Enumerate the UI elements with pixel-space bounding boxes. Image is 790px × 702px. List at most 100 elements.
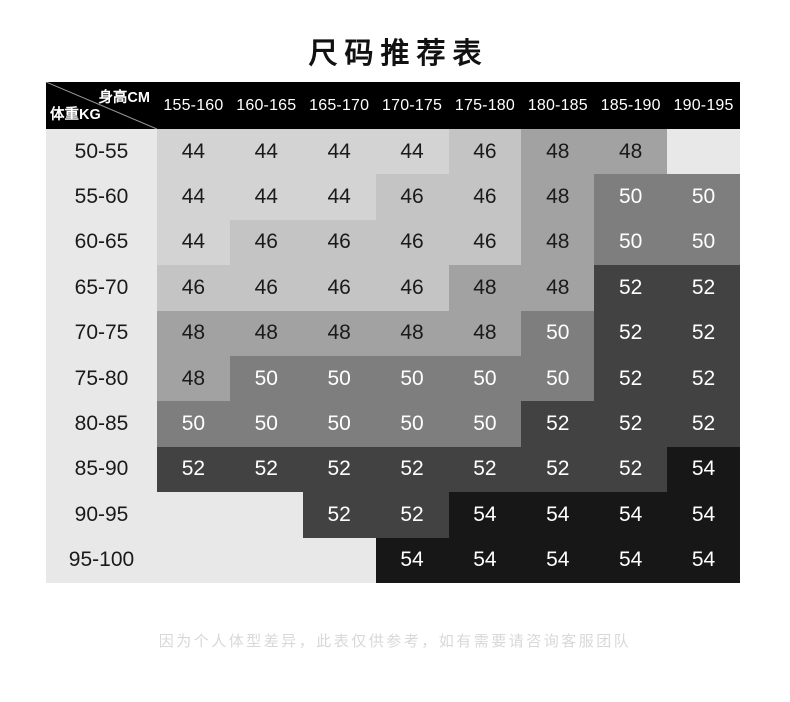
size-cell: 54 — [667, 537, 740, 583]
table-row: 75-80 48 50 50 50 50 50 52 52 — [46, 355, 740, 402]
size-cell: 48 — [521, 219, 595, 266]
empty-cell — [229, 492, 303, 538]
row-label: 85-90 — [46, 446, 157, 493]
size-cell: 52 — [157, 446, 230, 493]
size-cell: 44 — [302, 129, 376, 175]
size-cell: 52 — [521, 401, 595, 447]
row-label: 65-70 — [46, 265, 157, 311]
table-row: 90-95 52 52 54 54 54 54 — [46, 492, 740, 538]
size-cell: 50 — [229, 355, 303, 402]
size-cell: 54 — [667, 492, 740, 538]
size-cell: 54 — [594, 492, 668, 538]
corner-cell: 身高CM 体重KG — [46, 82, 157, 129]
size-cell: 52 — [521, 446, 595, 493]
size-cell: 50 — [229, 401, 303, 447]
size-cell: 48 — [521, 174, 595, 220]
size-cell: 52 — [594, 265, 668, 311]
size-cell: 52 — [375, 492, 449, 538]
size-cell: 52 — [667, 401, 740, 447]
size-cell: 54 — [521, 492, 595, 538]
size-cell: 44 — [229, 129, 303, 175]
size-cell: 52 — [302, 446, 376, 493]
size-cell: 48 — [375, 310, 449, 356]
size-cell: 50 — [667, 174, 740, 220]
size-cell: 52 — [375, 446, 449, 493]
size-cell: 48 — [594, 129, 668, 175]
size-cell: 52 — [229, 446, 303, 493]
size-cell: 48 — [448, 265, 522, 311]
size-cell: 50 — [302, 401, 376, 447]
page-title: 尺码推荐表 — [308, 38, 489, 70]
corner-weight-label: 体重KG — [50, 107, 101, 123]
size-cell: 54 — [594, 537, 668, 583]
size-cell: 52 — [594, 401, 668, 447]
column-header: 155-160 — [163, 96, 224, 114]
size-cell: 46 — [375, 219, 449, 266]
row-label: 75-80 — [46, 355, 157, 402]
column-header: 175-180 — [454, 96, 515, 114]
size-cell: 54 — [375, 537, 449, 583]
size-cell: 52 — [594, 355, 668, 402]
size-cell: 50 — [375, 355, 449, 402]
size-cell: 50 — [302, 355, 376, 402]
empty-cell — [157, 492, 230, 538]
column-header: 190-195 — [673, 96, 734, 114]
size-cell: 54 — [448, 492, 522, 538]
column-header: 160-165 — [236, 96, 297, 114]
table-row: 55-60 44 44 44 46 46 48 50 50 — [46, 174, 740, 220]
size-cell: 52 — [594, 310, 668, 356]
size-cell: 54 — [448, 537, 522, 583]
column-header: 170-175 — [382, 96, 443, 114]
empty-cell — [302, 537, 376, 583]
row-label: 90-95 — [46, 492, 157, 538]
column-header: 180-185 — [527, 96, 588, 114]
size-cell: 46 — [302, 265, 376, 311]
size-cell: 46 — [229, 219, 303, 266]
size-table: 身高CM 体重KG 155-160 160-165 165-170 170-175 17… — [46, 82, 740, 583]
size-cell: 46 — [375, 265, 449, 311]
row-label: 55-60 — [46, 174, 157, 220]
row-label: 70-75 — [46, 310, 157, 356]
size-cell: 50 — [448, 401, 522, 447]
column-header: 165-170 — [309, 96, 370, 114]
corner-height-label: 身高CM — [98, 90, 150, 106]
size-cell: 52 — [448, 446, 522, 493]
column-header: 185-190 — [600, 96, 661, 114]
table-body: 50-55 44 44 44 44 46 48 48 55-60 44 44 44 46 46 48 50 50… — [46, 129, 740, 583]
size-cell: 50 — [448, 355, 522, 402]
empty-cell — [157, 537, 230, 583]
size-cell: 46 — [448, 129, 522, 175]
empty-cell — [229, 537, 303, 583]
table-row: 80-85 50 50 50 50 50 52 52 52 — [46, 401, 740, 447]
size-cell: 48 — [157, 310, 230, 356]
size-cell: 44 — [229, 174, 303, 220]
size-cell: 46 — [157, 265, 230, 311]
row-label: 95-100 — [46, 537, 157, 583]
table-row: 95-100 54 54 54 54 54 — [46, 537, 740, 583]
size-cell: 44 — [302, 174, 376, 220]
row-label: 60-65 — [46, 219, 157, 266]
size-cell: 52 — [594, 446, 668, 493]
table-row: 50-55 44 44 44 44 46 48 48 — [46, 129, 740, 175]
empty-cell — [667, 129, 740, 175]
size-cell: 46 — [302, 219, 376, 266]
size-cell: 46 — [448, 174, 522, 220]
size-cell: 48 — [448, 310, 522, 356]
size-cell: 44 — [375, 129, 449, 175]
table-header-row: 身高CM 体重KG 155-160 160-165 165-170 170-175 17… — [46, 82, 740, 129]
size-cell: 46 — [375, 174, 449, 220]
size-cell: 50 — [521, 310, 595, 356]
row-label: 50-55 — [46, 129, 157, 175]
size-cell: 54 — [521, 537, 595, 583]
size-cell: 48 — [229, 310, 303, 356]
size-cell: 48 — [521, 129, 595, 175]
size-cell: 48 — [157, 355, 230, 402]
size-cell: 46 — [229, 265, 303, 311]
size-cell: 52 — [302, 492, 376, 538]
size-cell: 46 — [448, 219, 522, 266]
footer-note: 因为个人体型差异，此表仅供参考，如有需要请咨询客服团队 — [158, 633, 632, 650]
size-cell: 44 — [157, 129, 230, 175]
size-cell: 50 — [521, 355, 595, 402]
size-cell: 44 — [157, 174, 230, 220]
